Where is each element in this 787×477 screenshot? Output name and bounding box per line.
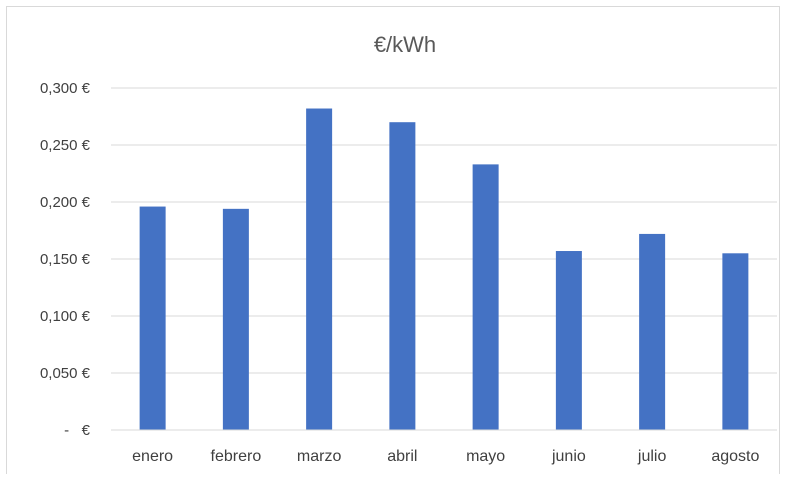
y-tick-label: 0,150 € (40, 251, 91, 268)
chart-frame (6, 6, 780, 474)
x-category-label: junio (551, 448, 586, 465)
bar-julio (639, 233, 666, 430)
x-category-label: enero (132, 448, 173, 465)
bar-febrero (222, 208, 249, 430)
x-axis-categories: enero febrero marzo abril mayo junio julio agos… (132, 448, 759, 465)
x-category-label: abril (387, 448, 417, 465)
x-category-label: mayo (466, 448, 505, 465)
bar-junio (555, 251, 582, 430)
x-category-label: marzo (297, 448, 342, 465)
y-tick-label: 0,250 € (40, 137, 91, 154)
y-tick-label: 0,100 € (40, 308, 91, 325)
x-category-label: febrero (211, 448, 262, 465)
y-axis-ticks: - € 0,050 € 0,100 € 0,150 € 0,200 € 0,250 € 0,… (40, 80, 91, 439)
gridlines (111, 87, 777, 374)
bar-agosto (722, 253, 749, 430)
bar-marzo (306, 108, 333, 431)
x-category-label: julio (637, 448, 667, 465)
bars (139, 108, 749, 431)
y-tick-label: 0,300 € (40, 80, 91, 97)
y-tick-label: - € (64, 422, 90, 439)
bar-mayo (472, 164, 499, 430)
bar-abril (389, 122, 416, 430)
y-tick-label: 0,050 € (40, 365, 91, 382)
y-tick-label: 0,200 € (40, 194, 91, 211)
bar-enero (139, 206, 166, 430)
x-category-label: agosto (711, 448, 759, 465)
chart-title: €/kWh (374, 32, 436, 57)
